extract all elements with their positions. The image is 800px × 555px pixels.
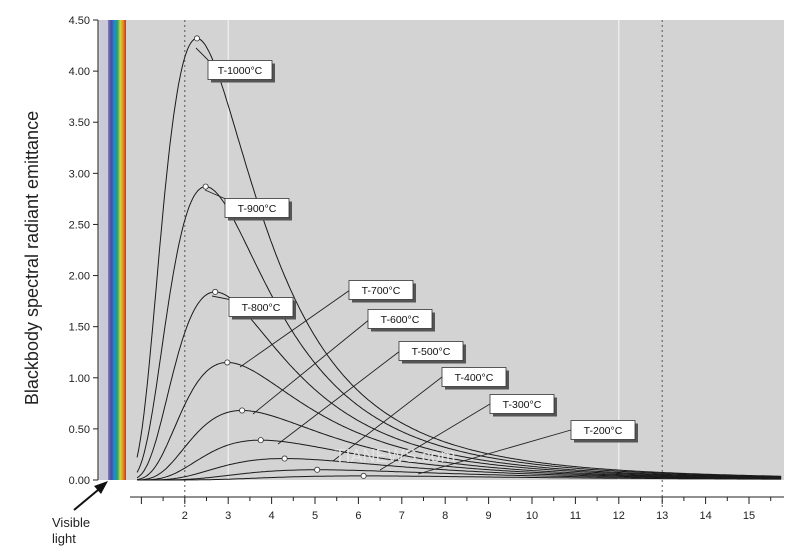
peak-marker	[239, 407, 246, 414]
series-label: T-400°C	[455, 372, 494, 384]
series-line	[137, 361, 782, 480]
leader-line	[252, 318, 371, 415]
leader-line	[417, 429, 572, 475]
peak-marker	[202, 183, 209, 190]
peak-marker	[212, 288, 219, 295]
series-line	[137, 439, 782, 481]
watermark-text: TIANEWS.com	[334, 446, 455, 466]
leader-line	[204, 189, 229, 201]
series-label-box	[367, 309, 433, 329]
series-label: T-800°C	[242, 302, 281, 314]
x-tick-label: 9	[486, 510, 492, 522]
x-tick-label: 13	[656, 510, 668, 522]
visible-light-annotation: Visible light	[52, 515, 90, 546]
peak-marker	[360, 472, 367, 479]
series-line	[136, 38, 782, 477]
series-line	[136, 186, 782, 478]
y-tick-label: 2.50	[69, 219, 90, 231]
series-line	[137, 458, 782, 481]
series-label-box	[398, 341, 464, 361]
y-tick-label: 0.50	[69, 424, 90, 436]
x-tick-label: 8	[442, 510, 448, 522]
plot-area	[98, 20, 784, 480]
y-tick-label: 2.00	[69, 271, 90, 283]
leader-line	[332, 376, 443, 462]
peak-marker	[257, 437, 264, 444]
leader-line	[239, 289, 351, 368]
series-label-box	[570, 420, 636, 440]
x-tick-label: 7	[399, 510, 405, 522]
x-tick-label: 2	[182, 510, 188, 522]
x-tick-label: 11	[570, 510, 581, 522]
y-tick-label: 1.00	[69, 373, 90, 385]
series-label: T-500°C	[412, 346, 451, 358]
series-label: T-900°C	[238, 203, 277, 215]
y-tick-label: 1.50	[69, 322, 90, 334]
series-label: T-600°C	[381, 314, 420, 326]
x-tick-label: 15	[743, 510, 755, 522]
series-label: T-700°C	[362, 285, 401, 297]
y-tick-label: 0.00	[69, 475, 90, 487]
series-line	[137, 469, 782, 481]
leader-line	[195, 47, 211, 63]
uv-band	[100, 20, 108, 480]
x-tick-label: 14	[699, 510, 711, 522]
y-axis-title: Blackbody spectral radiant emittance	[22, 111, 42, 405]
x-tick-label: 10	[526, 510, 538, 522]
x-tick-label: 4	[269, 510, 275, 522]
y-tick-label: 4.50	[69, 15, 90, 27]
x-tick-label: 5	[312, 510, 318, 522]
visible-spectrum-band	[108, 20, 126, 480]
peak-marker	[281, 455, 288, 462]
leader-line	[379, 403, 491, 471]
series-label-box	[224, 198, 290, 218]
series-line	[137, 475, 782, 481]
y-tick-label: 3.50	[69, 117, 90, 129]
series-label-box	[348, 280, 414, 300]
leader-line	[277, 350, 401, 445]
series-label-box	[228, 297, 294, 317]
visible-light-arrow-head	[94, 481, 108, 494]
peak-marker	[224, 359, 231, 366]
peak-marker	[193, 35, 200, 42]
series-label-box	[441, 367, 507, 387]
series-label: T-1000°C	[218, 65, 263, 77]
series-label-box	[207, 60, 273, 80]
series-label-box	[489, 394, 555, 414]
x-tick-label: 3	[225, 510, 231, 522]
series-label: T-300°C	[503, 399, 542, 411]
series-label: T-200°C	[584, 425, 623, 437]
x-tick-label: 12	[613, 510, 625, 522]
x-tick-label: 6	[355, 510, 361, 522]
y-tick-label: 4.00	[69, 66, 90, 78]
y-tick-label: 3.00	[69, 168, 90, 180]
peak-marker	[314, 466, 321, 473]
